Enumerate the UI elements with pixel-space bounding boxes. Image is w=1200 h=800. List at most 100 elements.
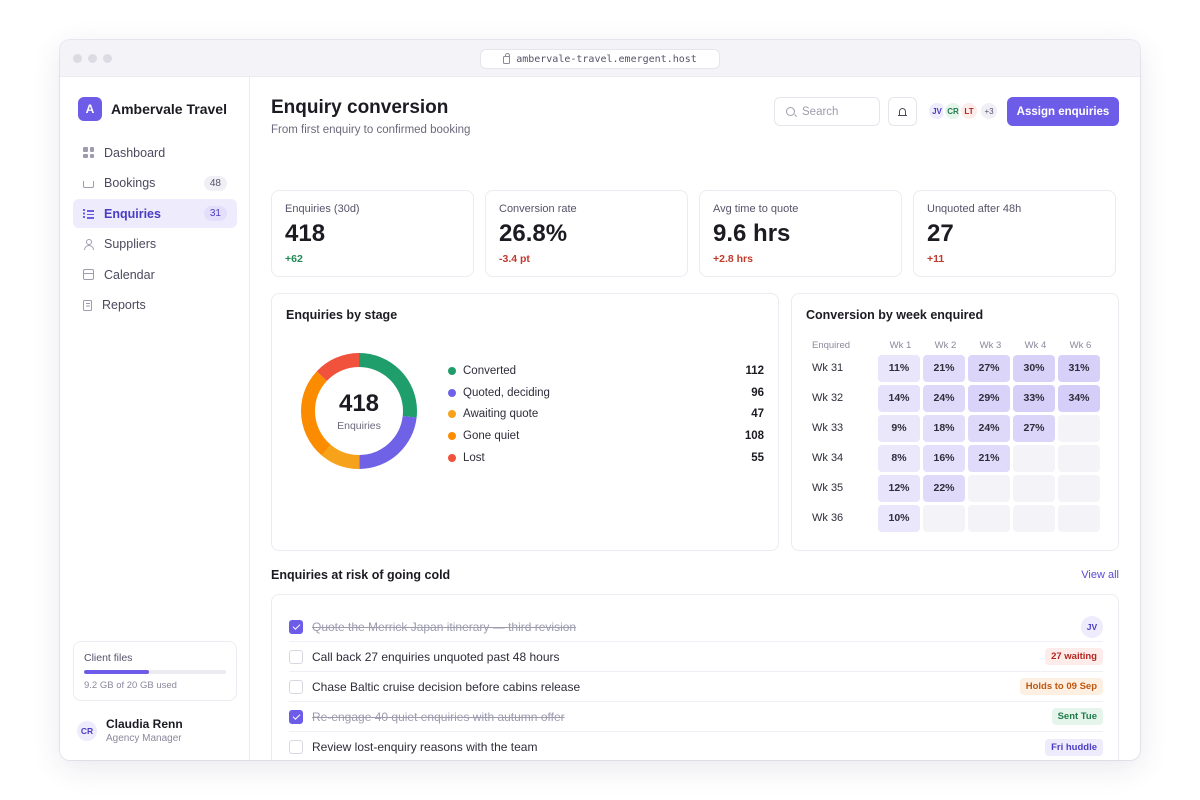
heatmap-cell[interactable]: 12%	[878, 474, 920, 502]
search-input[interactable]: Search	[774, 97, 880, 126]
brand-logo: A	[78, 97, 102, 121]
heatmap-row-label: Wk 32	[812, 392, 844, 404]
heatmap-cell[interactable]: 30%	[1013, 354, 1055, 382]
task-text: Quote the Merrick Japan itinerary — thir…	[312, 619, 577, 634]
brand[interactable]: A Ambervale Travel	[78, 97, 227, 121]
heatmap-cell[interactable]: 33%	[1013, 384, 1055, 412]
donut-svg	[301, 353, 417, 469]
heatmap-cell[interactable]: 31%	[1058, 354, 1100, 382]
search-placeholder: Search	[802, 105, 839, 118]
task-checkbox[interactable]	[289, 619, 303, 634]
user-profile[interactable]: CR Claudia Renn Agency Manager	[77, 717, 183, 744]
heatmap-cell[interactable]: 34%	[1058, 384, 1100, 412]
heatmap-cell[interactable]: 16%	[923, 444, 965, 472]
legend-item[interactable]: Converted 112	[448, 360, 764, 382]
stage-card: Enquiries by stage 418 Enquiries Convert…	[271, 293, 779, 551]
sidebar-item-dashboard[interactable]: Dashboard	[73, 138, 237, 167]
legend-label: Awaiting quote	[463, 408, 539, 421]
task-row[interactable]: Re-engage 40 quiet enquiries with autumn…	[289, 702, 1103, 732]
stat-label: Enquiries (30d)	[285, 203, 360, 215]
heatmap-column-label: Wk 3	[979, 339, 1002, 351]
task-checkbox[interactable]	[289, 649, 303, 664]
task-row[interactable]: Review lost-enquiry reasons with the tea…	[289, 732, 1103, 760]
sidebar-item-enquiries[interactable]: Enquiries 31	[73, 199, 237, 228]
document-icon	[83, 299, 92, 311]
stat-value: 9.6 hrs	[713, 220, 791, 247]
storage-title: Client files	[84, 652, 133, 664]
stat-card-conversion: Conversion rate 26.8% -3.4 pt	[485, 190, 688, 277]
donut-slice-awaiting-quote[interactable]	[301, 353, 417, 469]
heatmap-header: Enquired Wk 1 Wk 2 Wk 3 Wk 4 Wk 6	[812, 337, 1103, 353]
assignee-avatar: JV	[1081, 615, 1103, 638]
sidebar-item-calendar[interactable]: Calendar	[73, 260, 237, 289]
task-badge: Sent Tue	[1051, 708, 1103, 725]
task-row[interactable]: Quote the Merrick Japan itinerary — thir…	[289, 612, 1103, 642]
sidebar-item-label: Reports	[102, 298, 146, 312]
legend-value: 108	[744, 430, 764, 443]
heatmap-cell[interactable]: 14%	[878, 384, 920, 412]
heatmap-column-label: Wk 1	[889, 339, 912, 351]
heatmap-cell[interactable]: 11%	[878, 354, 920, 382]
heatmap-cell[interactable]: 9%	[878, 414, 920, 442]
team-avatars[interactable]: JV CR LT +3	[927, 101, 999, 121]
donut-slice-gone-quiet[interactable]	[301, 353, 417, 469]
user-icon	[83, 238, 94, 250]
risk-section-title: Enquiries at risk of going cold	[271, 568, 451, 582]
heatmap-cell[interactable]: 24%	[968, 414, 1010, 442]
legend-value: 96	[751, 386, 764, 399]
heatmap-cell[interactable]: 24%	[923, 384, 965, 412]
cohort-heatmap: Enquired Wk 1 Wk 2 Wk 3 Wk 4 Wk 6 Wk 31 11% 21% 2…	[812, 337, 1103, 533]
storage-progress-fill	[84, 670, 150, 674]
sidebar-item-label: Enquiries	[104, 206, 161, 221]
team-avatar: LT	[959, 101, 979, 121]
close-dot[interactable]	[73, 54, 82, 63]
task-row[interactable]: Chase Baltic cruise decision before cabi…	[289, 672, 1103, 702]
heatmap-cell[interactable]: 21%	[923, 354, 965, 382]
bell-icon	[898, 107, 907, 116]
donut-slice-lost[interactable]	[301, 353, 417, 469]
heatmap-cell[interactable]: 22%	[923, 474, 965, 502]
checklist-icon	[83, 208, 94, 219]
task-checkbox[interactable]	[289, 679, 303, 694]
heatmap-cell[interactable]: 29%	[968, 384, 1010, 412]
heatmap-cell	[968, 504, 1010, 532]
heatmap-column-label: Wk 2	[934, 339, 957, 351]
task-text: Chase Baltic cruise decision before cabi…	[312, 679, 581, 694]
minimize-dot[interactable]	[88, 54, 97, 63]
maximize-dot[interactable]	[103, 54, 112, 63]
heatmap-cell[interactable]: 27%	[1013, 414, 1055, 442]
sidebar-item-suppliers[interactable]: Suppliers	[73, 230, 237, 259]
legend-item[interactable]: Quoted, deciding 96	[448, 382, 764, 404]
heatmap-column-label: Wk 6	[1069, 339, 1092, 351]
task-checkbox[interactable]	[289, 709, 303, 724]
heatmap-cell[interactable]: 27%	[968, 354, 1010, 382]
heatmap-row-label: Wk 33	[812, 422, 844, 434]
search-icon	[786, 107, 795, 116]
view-all-link[interactable]: View all	[1081, 569, 1119, 581]
assign-enquiries-button[interactable]: Assign enquiries	[1007, 97, 1119, 126]
legend-item[interactable]: Lost 55	[448, 447, 764, 469]
task-checkbox[interactable]	[289, 740, 303, 754]
heatmap-cell[interactable]: 18%	[923, 414, 965, 442]
legend-swatch	[448, 432, 456, 441]
heatmap-cell[interactable]: 10%	[878, 504, 920, 532]
heatmap-row: Wk 36 10%	[812, 503, 1103, 533]
notifications-button[interactable]	[888, 97, 917, 126]
task-row[interactable]: Call back 27 enquiries unquoted past 48 …	[289, 642, 1103, 672]
sidebar-item-reports[interactable]: Reports	[73, 291, 237, 320]
cohort-card: Conversion by week enquired Enquired Wk 1…	[791, 293, 1119, 551]
stats-row: Enquiries (30d) 418 +62 Conversion rate …	[271, 190, 1119, 277]
address-bar[interactable]: ambervale-travel.emergent.host	[480, 49, 720, 69]
stat-card-unquoted: Unquoted after 48h 27 +11	[913, 190, 1116, 277]
storage-card[interactable]: Client files 9.2 GB of 20 GB used	[73, 641, 237, 701]
page-subtitle: From first enquiry to confirmed booking	[271, 124, 471, 136]
heatmap-cell[interactable]: 21%	[968, 444, 1010, 472]
legend-item[interactable]: Gone quiet 108	[448, 425, 764, 447]
cohort-card-title: Conversion by week enquired	[806, 308, 984, 322]
legend-item[interactable]: Awaiting quote 47	[448, 404, 764, 426]
heatmap-corner-label: Enquired	[812, 339, 851, 351]
legend-value: 55	[751, 451, 764, 464]
sidebar-item-bookings[interactable]: Bookings 48	[73, 169, 237, 198]
heatmap-cell[interactable]: 8%	[878, 444, 920, 472]
heatmap-cell	[1058, 474, 1100, 502]
